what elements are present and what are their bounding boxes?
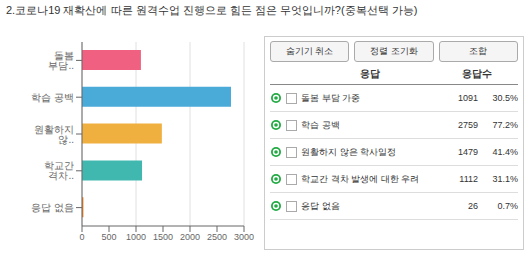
svg-text:500: 500 xyxy=(101,232,116,242)
html-text:학교간 격차 발생에 대한 우려: 학교간 격차 발생에 대한 우려 xyxy=(301,173,419,184)
svg-text:1500: 1500 xyxy=(153,232,173,242)
html-text:응답: 응답 xyxy=(360,68,380,79)
html-text:0.7%: 0.7% xyxy=(497,201,518,211)
svg-text:0: 0 xyxy=(79,232,84,242)
svg-text:돌봄부담..: 돌봄부담.. xyxy=(48,50,74,71)
html-text:숨기기 취소: 숨기기 취소 xyxy=(285,46,334,56)
svg-text:학교간격차..: 학교간격차.. xyxy=(44,160,74,181)
html-text:응답수: 응답수 xyxy=(462,68,492,79)
html-text:1112: 1112 xyxy=(459,174,478,184)
html-text:30.5%: 30.5% xyxy=(492,93,518,103)
html-text:돌봄 부담 가중: 돌봄 부담 가중 xyxy=(301,92,360,103)
html-text:41.4%: 41.4% xyxy=(492,147,518,157)
html-text:원활하지 않은 학사일정: 원활하지 않은 학사일정 xyxy=(301,146,396,157)
svg-text:1000: 1000 xyxy=(126,232,146,242)
html-text:31.1%: 31.1% xyxy=(492,174,518,184)
html-text:2759: 2759 xyxy=(458,120,478,130)
html-text:2.코로나19 재확산에 따른 원격수업 진행으로 힘든 점: 2.코로나19 재확산에 따른 원격수업 진행으로 힘든 점은 무엇입니까?(중… xyxy=(6,4,418,16)
html-text:77.2%: 77.2% xyxy=(492,120,518,130)
svg-text:원활하지않..: 원활하지않.. xyxy=(34,124,74,145)
svg-text:2000: 2000 xyxy=(180,232,200,242)
html-text:정렬 조기화: 정렬 조기화 xyxy=(370,46,418,56)
svg-text:학습 공백: 학습 공백 xyxy=(31,92,74,103)
html-text:1479: 1479 xyxy=(458,147,478,157)
html-text:조합: 조합 xyxy=(469,46,488,56)
svg-text:2500: 2500 xyxy=(207,232,227,242)
svg-text:응답 없음: 응답 없음 xyxy=(31,202,74,213)
html-text:학습 공백: 학습 공백 xyxy=(301,119,340,130)
html-text:26: 26 xyxy=(468,201,478,211)
html-text:1091: 1091 xyxy=(458,93,478,103)
svg-text:3000: 3000 xyxy=(234,232,254,242)
html-text:응답 없음: 응답 없음 xyxy=(301,200,340,211)
